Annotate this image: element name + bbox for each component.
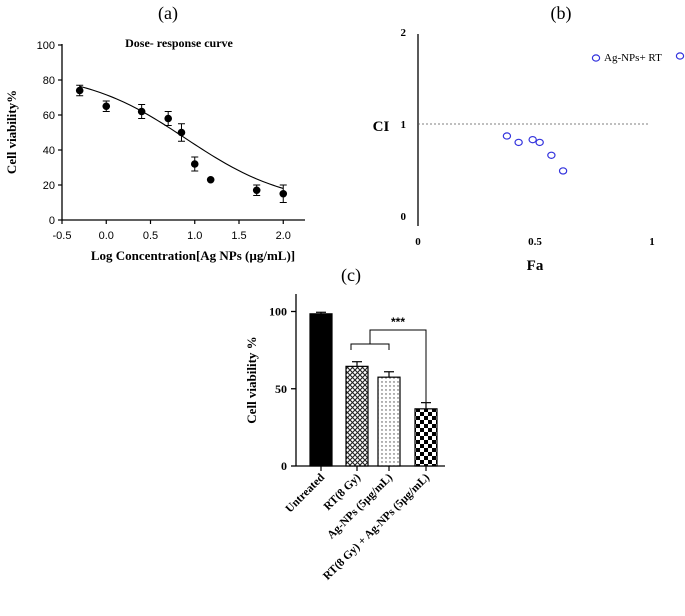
- panel-a-label: (a): [158, 3, 178, 24]
- panel-b-label: (b): [551, 3, 572, 24]
- y-tick-label: 2: [401, 27, 407, 39]
- y-tick-label: 0: [401, 211, 407, 223]
- y-tick-label: 100: [37, 40, 55, 52]
- data-point: [528, 135, 537, 144]
- bar: [377, 376, 401, 467]
- panel-b-points: [502, 132, 568, 175]
- panel-c-y-label: Cell viability %: [244, 336, 259, 423]
- data-point: [75, 86, 84, 95]
- panel-b-legend-label: Ag-NPs+ RT: [604, 52, 662, 64]
- panel-a-title: Dose- response curve: [125, 36, 233, 50]
- y-tick-label: 20: [43, 180, 55, 192]
- panel-a-ticks: 0 20 40 60 80 100 -0.5 0.0 0.5 1.0 1.5 2.0: [37, 40, 291, 242]
- y-tick-label: 50: [275, 382, 287, 396]
- significance-bracket-combined: [369, 329, 427, 402]
- data-point: [279, 189, 288, 198]
- data-point: [190, 160, 199, 168]
- panel-a-x-label: Log Concentration[Ag NPs (µg/mL)]: [91, 248, 295, 263]
- data-point: [177, 128, 186, 137]
- data-point: [514, 138, 523, 147]
- panel-b-legend-marker: [591, 54, 601, 62]
- x-tick-label: 2.0: [276, 230, 291, 242]
- x-tick-label: 0.5: [528, 236, 542, 248]
- y-tick-label: 40: [43, 145, 55, 157]
- panel-b-ticks: 0 1 2 0 0.5 1: [401, 27, 655, 248]
- x-tick-label: 0.0: [99, 230, 114, 242]
- y-tick-label: 100: [269, 305, 287, 319]
- x-tick-label: 0.5: [143, 230, 158, 242]
- x-tick-label: 1: [649, 236, 655, 248]
- y-tick-label: 1: [401, 119, 407, 131]
- data-point: [558, 167, 568, 175]
- x-tick-label: 1.0: [187, 230, 202, 242]
- panel-c-label: (c): [341, 265, 361, 286]
- bar: [414, 408, 438, 467]
- significance-stars: ***: [391, 315, 405, 329]
- panel-b-legend-marker-end: [675, 52, 685, 60]
- panel-a-y-label: Cell viability%: [4, 90, 19, 174]
- y-tick-label: 0: [281, 459, 287, 473]
- category-label: Untreated: [284, 471, 328, 515]
- x-tick-label: 0: [415, 236, 421, 248]
- panel-b-y-label: CI: [373, 119, 390, 135]
- data-point: [502, 132, 512, 140]
- panel-b: (b) 0 1 2 0 0.5 1 Ag-NPs+ RT CI Fa: [373, 3, 685, 274]
- data-point: [137, 107, 146, 116]
- data-point: [547, 151, 556, 159]
- data-point: [206, 175, 215, 184]
- y-tick-label: 0: [49, 215, 55, 227]
- data-point: [102, 102, 111, 111]
- panel-b-x-label: Fa: [527, 258, 544, 274]
- data-point: [252, 186, 261, 195]
- panel-a: (a) Dose- response curve 0 20 40 60 80 100 -0.…: [4, 3, 305, 263]
- data-point: [164, 114, 172, 123]
- y-tick-label: 80: [43, 75, 55, 87]
- y-tick-label: 60: [43, 110, 55, 122]
- data-point: [535, 138, 544, 147]
- panel-c-ticks: 0 50 100: [269, 305, 296, 473]
- significance-bracket-pair: [350, 343, 390, 350]
- bar: [309, 313, 333, 467]
- x-tick-label: 1.5: [231, 230, 246, 242]
- panel-a-points: [75, 84, 288, 203]
- panel-c-significance: ***: [350, 315, 427, 402]
- panel-c-bars: [309, 311, 438, 471]
- x-tick-label: -0.5: [53, 230, 72, 242]
- bar: [345, 365, 369, 467]
